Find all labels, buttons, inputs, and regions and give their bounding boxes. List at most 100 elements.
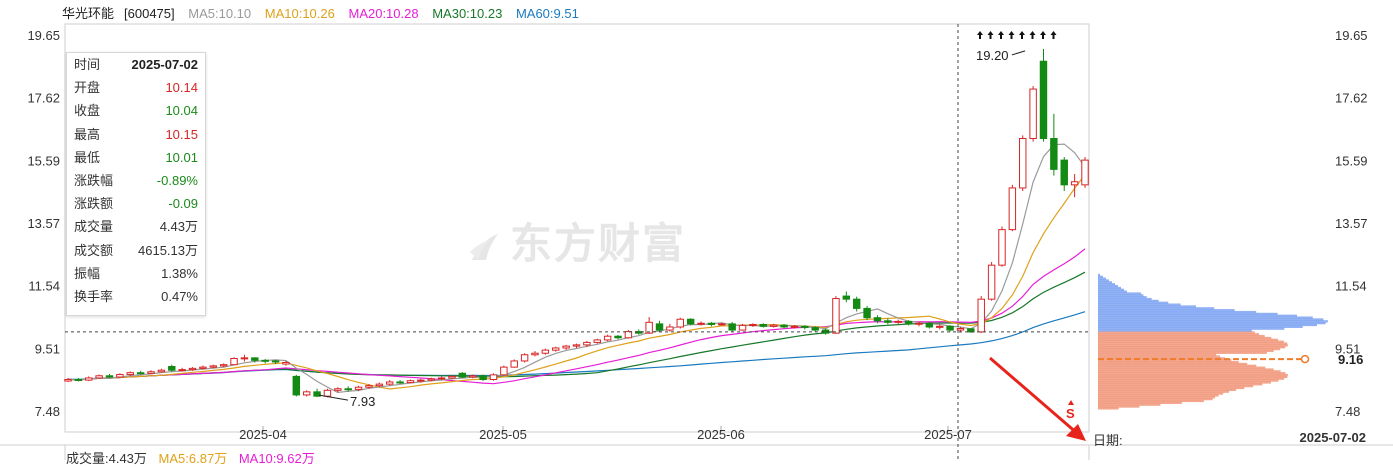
right-price-tick-label: 7.48 xyxy=(1335,404,1360,419)
info-key: 涨跌幅 xyxy=(74,172,114,188)
candle-body xyxy=(1070,181,1079,186)
volume-profile-bar xyxy=(1098,360,1239,364)
candle-body xyxy=(832,298,840,334)
candle-body xyxy=(1081,159,1089,186)
candle-body xyxy=(437,377,446,380)
candle-body xyxy=(614,335,622,339)
volume-profile-bar xyxy=(1098,292,1142,295)
watermark: 东方财富 xyxy=(468,210,686,271)
volume-label: 成交量:4.43万 xyxy=(66,451,147,466)
volume-profile-bar xyxy=(1098,273,1100,277)
chart-frame xyxy=(64,23,1090,433)
volume-profile-bar xyxy=(1098,396,1216,399)
info-value: 4.43万 xyxy=(159,219,198,235)
red-arrow-head-icon xyxy=(1066,424,1086,441)
cost-marker-icon xyxy=(1300,354,1310,364)
info-value: 10.15 xyxy=(165,126,198,142)
candle-body xyxy=(334,388,342,391)
candle-body xyxy=(718,323,726,326)
signal-arrow-stem xyxy=(1021,35,1023,39)
candle-body xyxy=(531,352,539,356)
volume-profile-bar xyxy=(1098,296,1147,299)
high-label: 19.20 xyxy=(976,48,1009,63)
volume-profile-bar xyxy=(1098,331,1255,334)
volume-profile-bar xyxy=(1098,359,1232,362)
info-row: 收盘 10.04 xyxy=(67,99,205,122)
volume-profile-bar xyxy=(1098,290,1127,293)
info-row: 时间 2025-07-02 xyxy=(67,53,205,76)
candle-body xyxy=(998,229,1006,266)
candle-body xyxy=(572,344,581,347)
candle-body xyxy=(603,335,612,341)
candle-body xyxy=(801,325,809,329)
ma60-label: MA60:9.51 xyxy=(515,6,579,21)
current-price-label: 9.16 xyxy=(1338,352,1363,367)
candle-body xyxy=(728,323,736,331)
candle-body xyxy=(178,369,186,372)
volume-profile-bar xyxy=(1098,392,1224,395)
volume-legend: 成交量:4.43万 MA5:6.87万 MA10:9.62万 xyxy=(66,448,323,467)
ma10-label: MA10:10.26 xyxy=(264,6,335,21)
candle-body xyxy=(645,321,653,334)
signal-arrow-stem xyxy=(1052,35,1055,39)
volume-profile-bar xyxy=(1098,303,1181,306)
candle-body xyxy=(1029,88,1037,140)
candle-body xyxy=(500,366,508,376)
candle-body xyxy=(199,366,207,369)
signal-arrow-icon xyxy=(998,31,1004,35)
candle-body xyxy=(904,320,913,325)
candle-body xyxy=(925,322,934,328)
volume-profile-bar xyxy=(1098,338,1279,341)
candle-body xyxy=(313,391,321,397)
candle-body xyxy=(458,372,467,378)
info-value: 4615.13万 xyxy=(138,242,198,258)
info-key: 时间 xyxy=(74,57,101,72)
volume-profile-bar xyxy=(1098,399,1204,403)
red-annotation-arrow xyxy=(989,356,1079,436)
eastmoney-logo-icon xyxy=(470,233,498,260)
right-price-tick-label: 9.51 xyxy=(1335,341,1360,356)
ohlc-info-panel: 时间 2025-07-02 开盘 10.14 收盘 10.04 最高 10.15 最低 10.01… xyxy=(66,52,206,316)
month-label: 2025-07 xyxy=(924,427,972,442)
volume-profile-bar xyxy=(1098,301,1169,304)
candle-body xyxy=(219,364,228,367)
volume-ma10-label: MA10:9.62万 xyxy=(238,451,315,466)
volume-ma5-label: MA5:6.87万 xyxy=(158,451,228,466)
volume-profile-bar xyxy=(1098,401,1182,404)
ma10-line xyxy=(67,174,1086,390)
info-row: 成交量 4.43万 xyxy=(67,215,205,238)
candle-body xyxy=(168,366,176,371)
candle-body xyxy=(1060,159,1068,186)
candle-body xyxy=(230,357,238,366)
candle-body xyxy=(811,327,819,331)
signal-arrow-stem xyxy=(1010,35,1013,39)
candle-body xyxy=(344,388,352,391)
signal-arrow-icon xyxy=(1008,31,1015,35)
candle-body xyxy=(894,320,902,323)
volume-profile-bar xyxy=(1098,394,1219,397)
info-key: 收盘 xyxy=(74,103,101,119)
volume-profile-bar xyxy=(1098,370,1281,373)
volume-profile-bar xyxy=(1098,307,1215,310)
volume-profile-bar xyxy=(1098,366,1266,369)
candle-body xyxy=(987,264,996,300)
stock-name: 华光环能 xyxy=(62,6,115,21)
volume-profile-bar xyxy=(1098,385,1254,388)
watermark-text: 东方财富 xyxy=(510,220,687,267)
volume-profile-bar xyxy=(1098,309,1235,312)
signal-arrow-stem xyxy=(1042,35,1044,39)
candle-body xyxy=(593,339,601,343)
candle-body xyxy=(240,357,249,360)
candle-body xyxy=(282,361,290,365)
volume-profile-bar xyxy=(1098,325,1303,328)
candle-body xyxy=(385,381,394,385)
volume-profile-bar xyxy=(1098,355,1220,358)
low-label: 7.93 xyxy=(350,394,375,409)
candle-body xyxy=(105,375,114,378)
candle-body xyxy=(375,383,384,387)
price-tick-label: 9.51 xyxy=(35,341,60,356)
volume-profile-bar xyxy=(1098,320,1328,323)
candle-body xyxy=(323,389,332,397)
volume-profile-bar xyxy=(1098,372,1286,375)
